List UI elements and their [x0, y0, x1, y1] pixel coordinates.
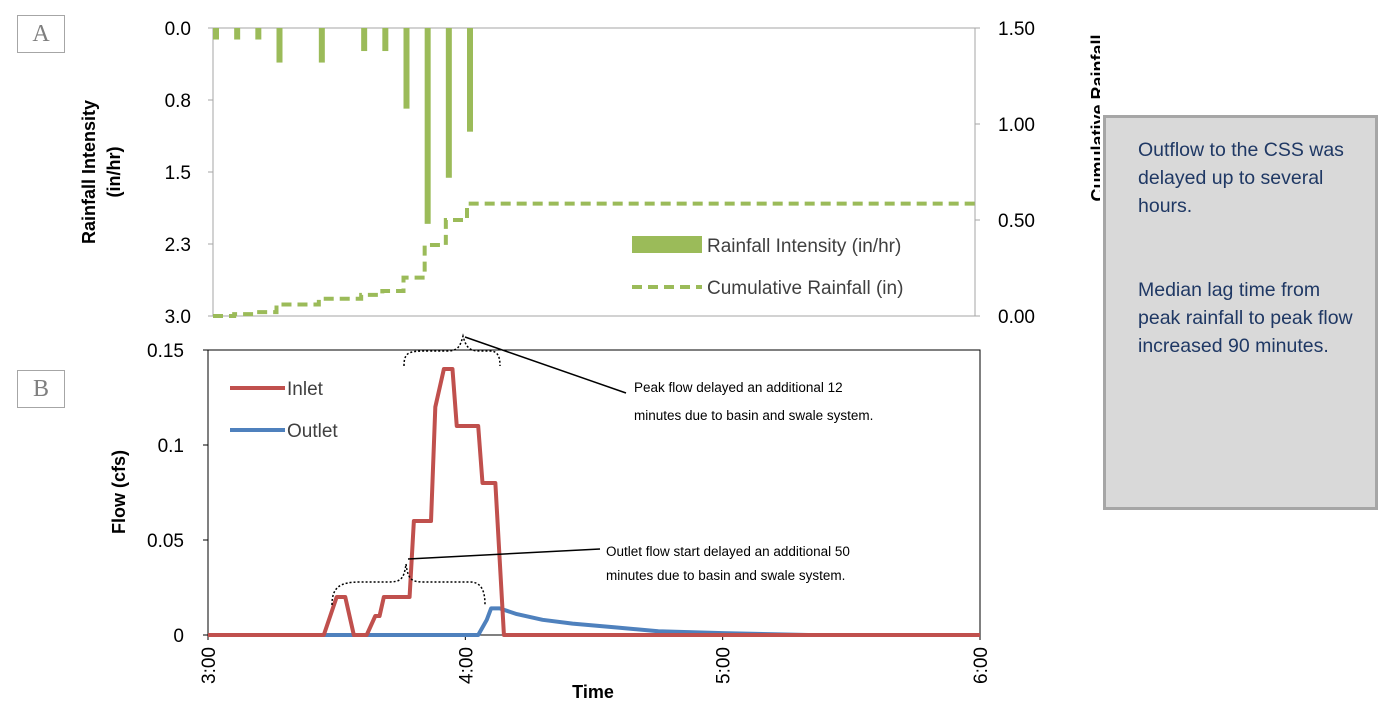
chart-b-plot-area [207, 349, 981, 636]
rainfall-intensity-bar [424, 28, 431, 224]
chart-b-y-axis-title: Flow (cfs) [109, 450, 129, 534]
chart-a-right-tick-label: 0.50 [998, 211, 1035, 232]
legend-label-cumulative-rainfall: Cumulative Rainfall (in) [707, 278, 903, 299]
chart-b-x-tick-label: 5:00 [714, 647, 735, 684]
chart-a-right-axis-title: Cumulative Rainfall(in) [1088, 34, 1100, 201]
finding-outflow-delay: Outflow to the CSS was delayed up to sev… [1138, 139, 1344, 217]
inlet-flow-line [208, 367, 980, 637]
chart-a-left-tick-label: 1.5 [165, 163, 191, 184]
chart-b-y-tick-label: 0.15 [147, 341, 184, 362]
chart-b-y-ticks: 0 0.05 0.1 0.15 [147, 341, 208, 647]
outlet-start-leader-line [407, 548, 601, 560]
chart-a-right-tick-label: 1.00 [998, 115, 1035, 136]
chart-a-right-tick-label: 1.50 [998, 19, 1035, 40]
panel-label-b: B [17, 370, 65, 408]
rainfall-intensity-bar [403, 28, 410, 109]
chart-b-y-tick-label: 0 [173, 626, 184, 647]
legend-label-rainfall-intensity: Rainfall Intensity (in/hr) [707, 236, 901, 257]
findings-note-box: Outflow to the CSS was delayed up to sev… [1103, 115, 1378, 510]
chart-a-left-tick-label: 0.8 [165, 91, 191, 112]
chart-b-x-ticks: 3:00 4:00 5:00 6:00 [199, 635, 992, 684]
chart-b-y-tick-label: 0.1 [158, 436, 184, 457]
chart-a-bars [213, 28, 473, 224]
panel-label-a: A [17, 15, 65, 53]
chart-a-left-ticks: 0.0 0.8 1.5 2.3 3.0 [165, 19, 213, 328]
chart-b-x-tick-label: 4:00 [456, 647, 477, 684]
chart-a-right-tick-label: 0.00 [998, 307, 1035, 328]
legend-swatch-rainfall-intensity [632, 236, 702, 253]
rainfall-flow-chart: 0.0 0.8 1.5 2.3 3.0 0.00 0.50 1.00 1.50 Rainfal… [79, 19, 1100, 702]
outlet-start-delay-brace [331, 563, 486, 606]
chart-a-left-axis-title: Rainfall Intensity (in/hr) [79, 100, 124, 244]
rainfall-intensity-bar [382, 28, 389, 52]
legend-label-outlet: Outlet [287, 421, 338, 442]
chart-b-x-tick-label: 3:00 [199, 647, 220, 684]
finding-median-lag: Median lag time from peak rainfall to pe… [1138, 279, 1353, 357]
peak-delay-leader-line [464, 336, 627, 394]
rainfall-intensity-bar [213, 28, 219, 40]
peak-delay-brace [403, 333, 501, 367]
chart-a-left-tick-label: 0.0 [165, 19, 191, 40]
rainfall-intensity-bar [255, 28, 262, 40]
rainfall-intensity-bar [445, 28, 452, 178]
chart-b-x-tick-label: 6:00 [971, 647, 992, 684]
legend-label-inlet: Inlet [287, 379, 324, 400]
chart-a-plot-area [212, 27, 976, 317]
chart-a-left-tick-label: 2.3 [165, 235, 191, 256]
rainfall-intensity-bar [467, 28, 473, 132]
chart-a-left-tick-label: 3.0 [165, 307, 191, 328]
outlet-start-annotation: Outlet flow start delayed an additional … [606, 544, 854, 583]
cumulative-rainfall-line [213, 201, 975, 318]
rainfall-intensity-bar [234, 28, 241, 40]
chart-b-y-tick-label: 0.05 [147, 531, 184, 552]
rainfall-intensity-bar [361, 28, 368, 52]
chart-a-right-ticks: 0.00 0.50 1.00 1.50 [975, 19, 1035, 328]
rainfall-intensity-bar [276, 28, 283, 63]
peak-delay-annotation: Peak flow delayed an additional 12 minut… [634, 380, 873, 423]
rainfall-intensity-bar [318, 28, 325, 63]
chart-b-x-axis-title: Time [572, 682, 614, 702]
